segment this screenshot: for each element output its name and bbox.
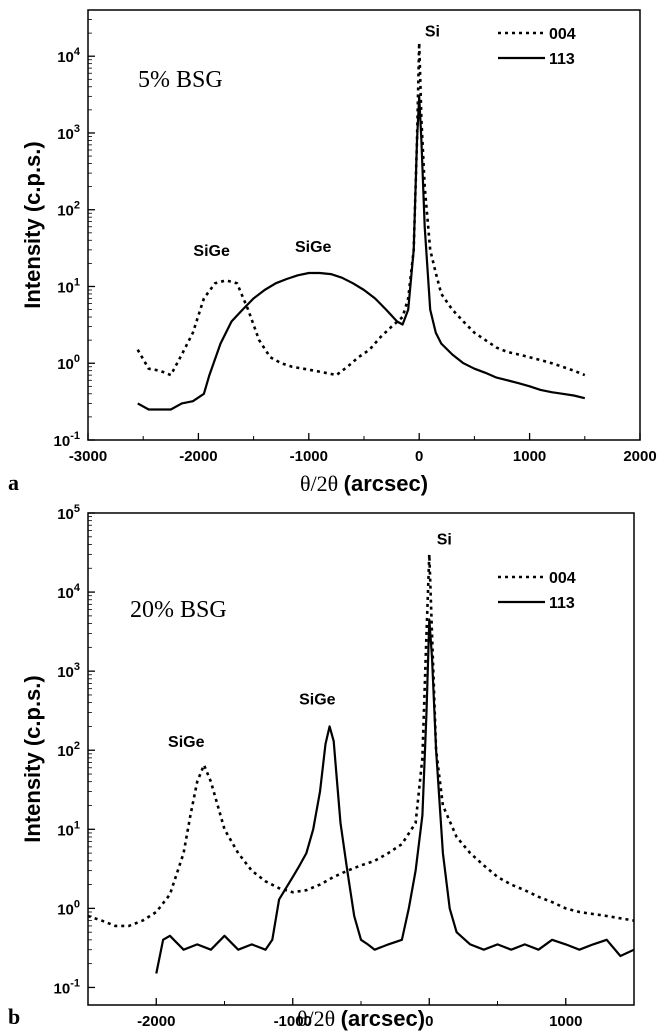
series-line-113 — [137, 95, 586, 411]
peak-annotation: SiGe — [295, 239, 332, 256]
x-tick-label: -1000 — [290, 448, 328, 465]
x-axis-title: θ/2θ (arcsec) — [300, 471, 428, 496]
chart-panel-a: -3000 -2000 -1000 0 1000 2000 10-1 100 101 102 103… — [8, 9, 657, 496]
y-tick-label: 103 — [57, 661, 80, 681]
x-tick-label: -3000 — [69, 448, 107, 465]
y-tick-label: 101 — [57, 276, 80, 296]
peak-annotation: Si — [437, 531, 452, 548]
y-tick-label: 102 — [57, 200, 80, 220]
chart-panel-b: -2000 -1000 0 1000 10-1 100 101 102 103 104 105 Int… — [8, 503, 635, 1031]
y-tick-label: 100 — [57, 353, 80, 373]
x-tick-label: -2000 — [137, 1013, 175, 1030]
x-tick-label: 0 — [415, 448, 423, 465]
series-line-113 — [155, 618, 634, 974]
x-tick-label: -1000 — [274, 1013, 312, 1030]
y-tick-label: 102 — [57, 740, 80, 760]
y-tick-label: 100 — [57, 898, 80, 918]
y-tick-label: 10-1 — [54, 430, 80, 450]
x-tick-label: 2000 — [623, 448, 656, 465]
x-axis-title: θ/2θ (arcsec) — [297, 1006, 425, 1031]
y-tick-label: 105 — [57, 503, 80, 523]
peak-annotation: Si — [425, 24, 440, 41]
peak-annotation: SiGe — [299, 691, 336, 708]
plot-area — [88, 552, 634, 974]
series-line-004 — [88, 552, 634, 928]
y-axis-title: Intensity (c.p.s.) — [20, 675, 45, 842]
x-tick-label: 0 — [425, 1013, 433, 1030]
panel-label: b — [8, 1004, 20, 1029]
x-tick-label: 1000 — [549, 1013, 582, 1030]
y-tick-label: 101 — [57, 819, 80, 839]
x-tick-label: -2000 — [179, 448, 217, 465]
y-tick-label: 103 — [57, 123, 80, 143]
peak-annotation: SiGe — [168, 734, 205, 751]
y-tick-label: 104 — [57, 46, 81, 66]
plot-area — [136, 41, 586, 411]
series-line-004 — [136, 41, 586, 377]
y-axis-title: Intensity (c.p.s.) — [20, 141, 45, 308]
legend-label: 113 — [549, 51, 575, 68]
peak-annotation: SiGe — [193, 243, 230, 260]
sample-label: 5% BSG — [138, 67, 223, 93]
legend-label: 004 — [549, 26, 576, 43]
y-tick-label: 10-1 — [54, 977, 80, 997]
panel-label: a — [8, 470, 19, 495]
legend-label: 113 — [549, 595, 575, 612]
x-tick-label: 1000 — [513, 448, 546, 465]
y-tick-label: 104 — [57, 582, 81, 602]
legend-label: 004 — [549, 570, 576, 587]
sample-label: 20% BSG — [130, 597, 227, 623]
